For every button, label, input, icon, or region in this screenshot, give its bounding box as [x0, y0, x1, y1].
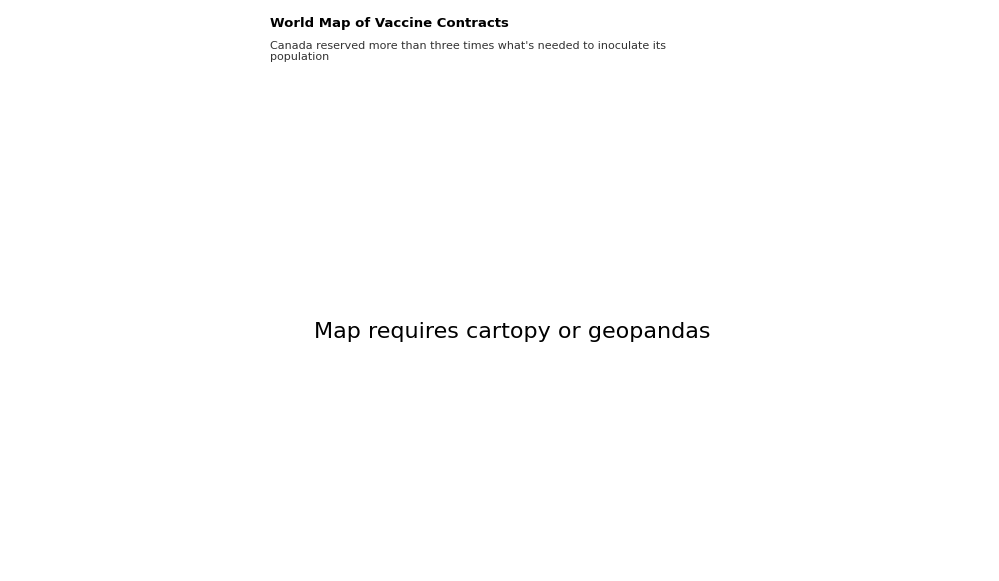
Text: Map requires cartopy or geopandas: Map requires cartopy or geopandas: [314, 322, 710, 342]
Text: Canada reserved more than three times what's needed to inoculate its
population: Canada reserved more than three times wh…: [270, 41, 665, 62]
Text: World Map of Vaccine Contracts: World Map of Vaccine Contracts: [270, 17, 508, 30]
